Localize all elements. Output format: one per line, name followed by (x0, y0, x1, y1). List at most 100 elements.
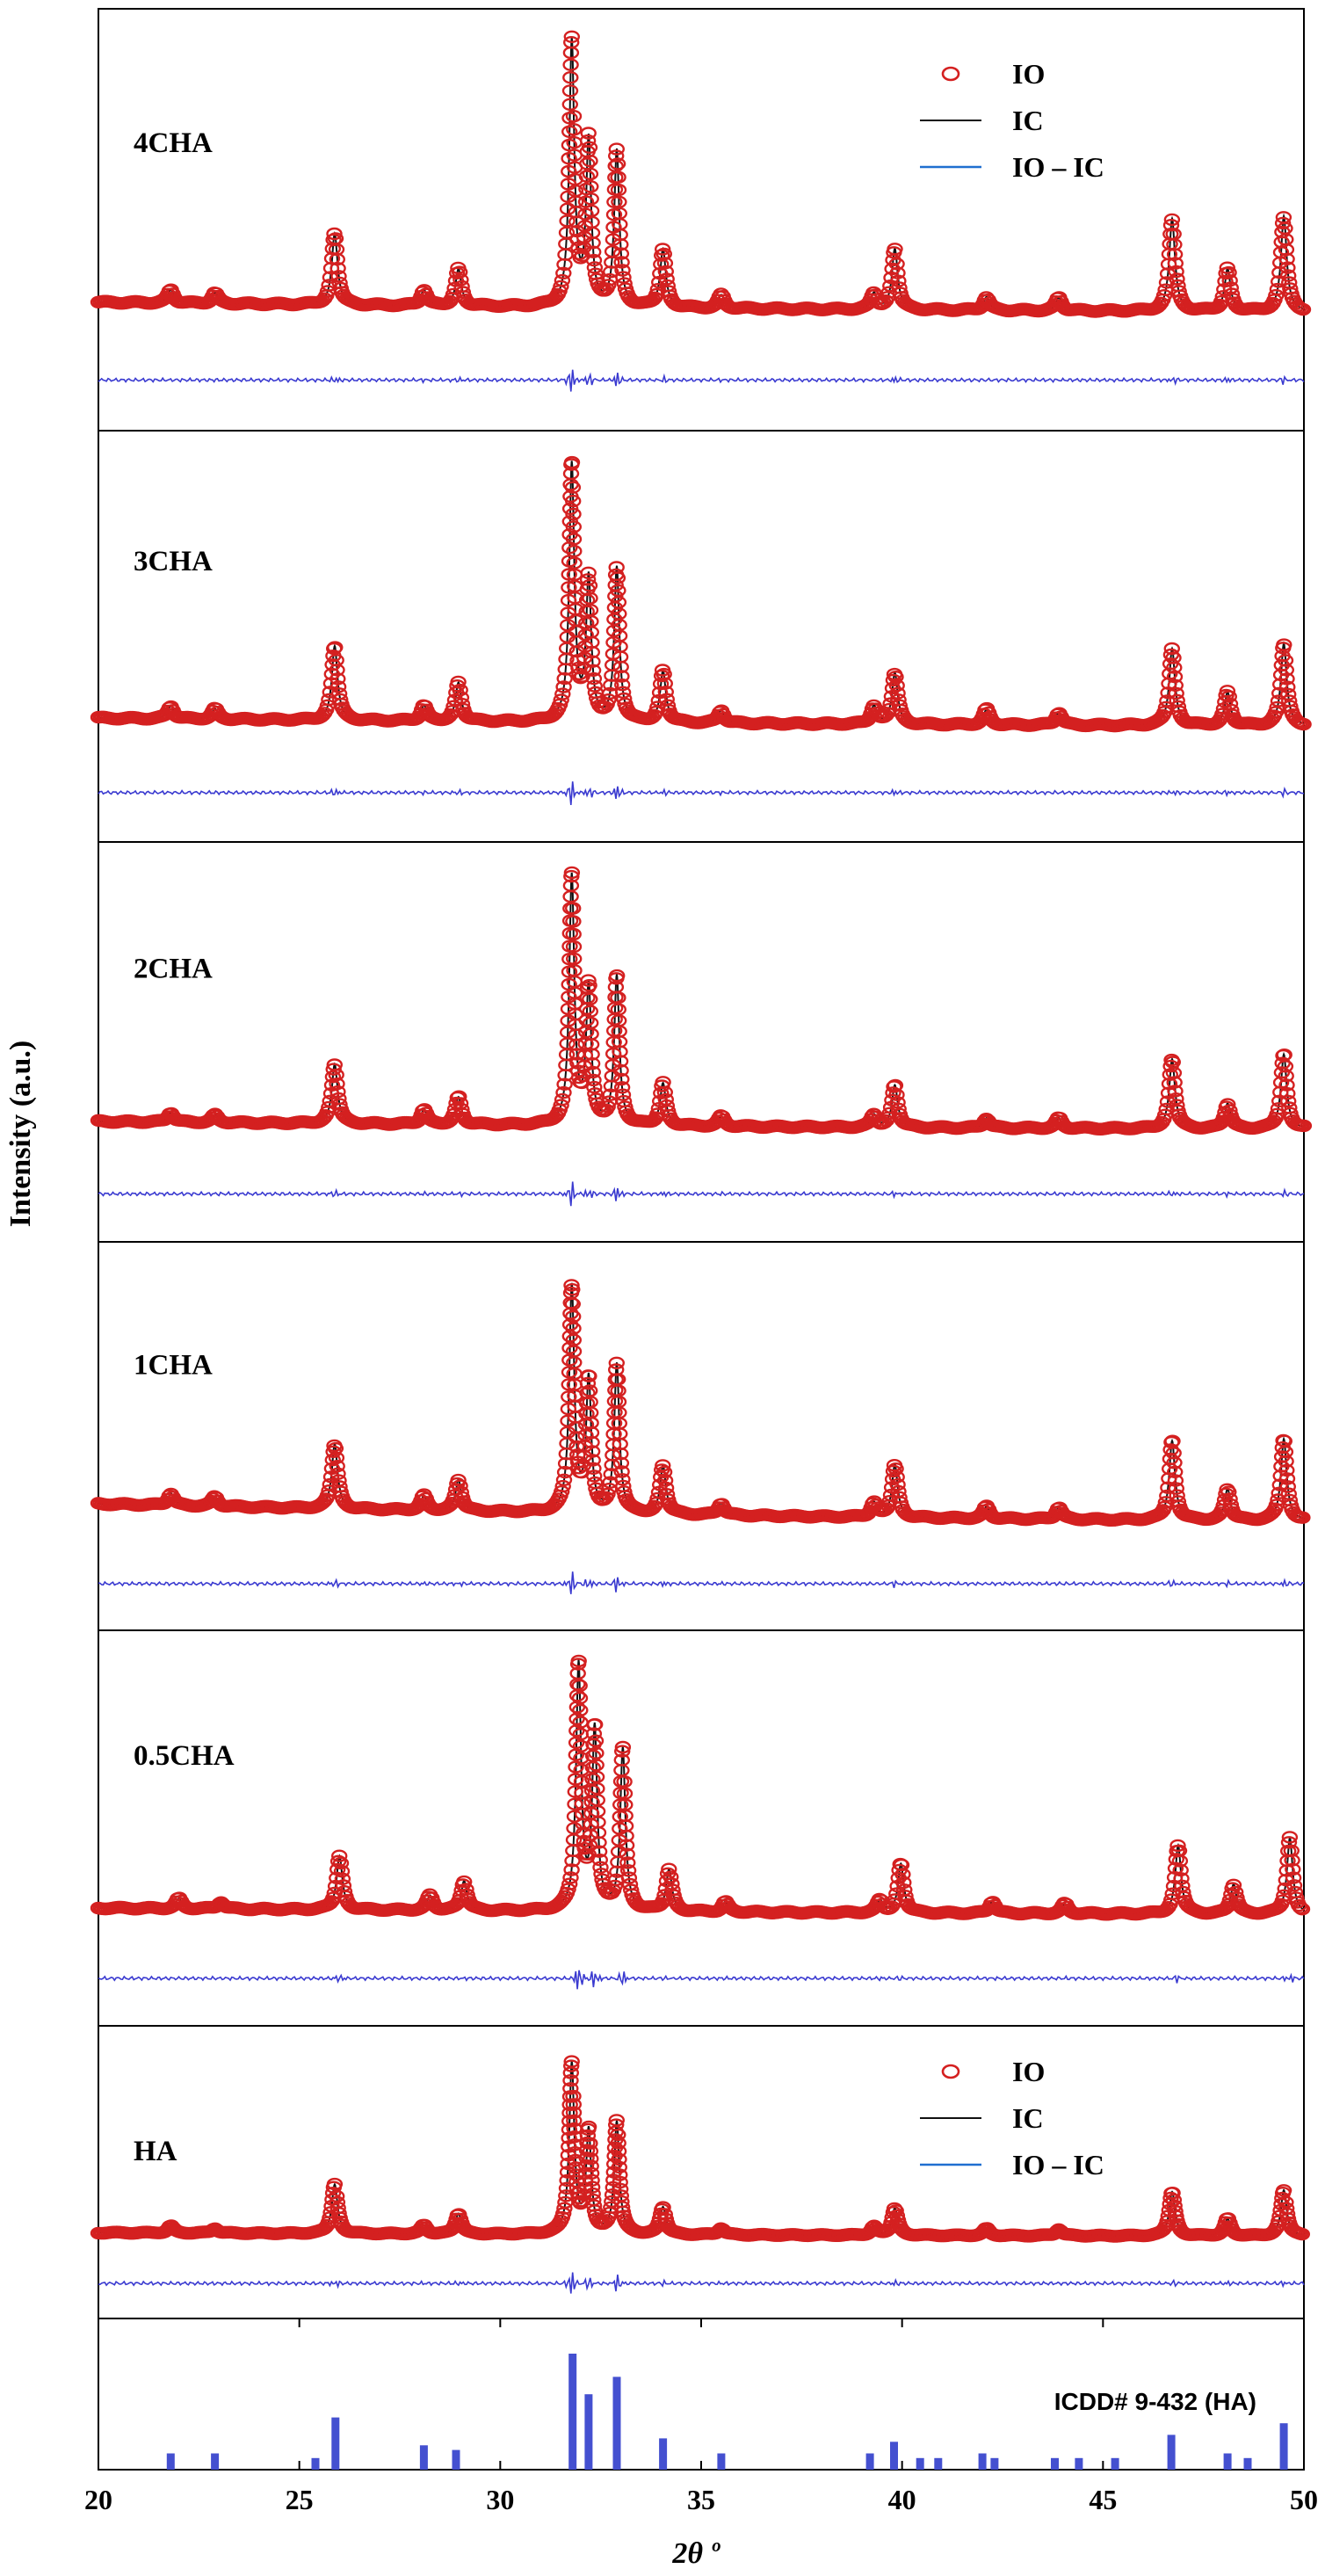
observed-point (1168, 265, 1184, 279)
panel-frame (98, 430, 1305, 843)
x-tick-label: 40 (888, 2484, 916, 2515)
observed-point (452, 265, 468, 279)
observed-point (329, 2189, 345, 2203)
observed-point (610, 2128, 626, 2142)
observed-point (1278, 1472, 1296, 1485)
observed-point (600, 279, 617, 292)
observed-point (889, 686, 906, 700)
observed-point (580, 2120, 597, 2134)
observed-point (580, 974, 597, 987)
observed-point (329, 1077, 345, 1091)
observed-point (453, 1102, 470, 1116)
observed-point (565, 902, 582, 915)
observed-point (453, 273, 469, 287)
observed-point (657, 265, 674, 279)
observed-point (1279, 1480, 1297, 1493)
observed-point (567, 2145, 583, 2159)
legend-entry: IO (1012, 2056, 1045, 2087)
observed-point (582, 992, 598, 1006)
observed-point (1171, 1854, 1189, 1868)
observed-point (619, 1856, 636, 1869)
observed-point (581, 579, 598, 592)
observed-point (565, 1322, 582, 1335)
observed-point (655, 667, 672, 681)
observed-point (657, 686, 674, 699)
observed-point (553, 693, 569, 707)
observed-point (888, 1887, 905, 1900)
panel-3CHA: 3CHA (90, 430, 1312, 843)
observed-point (612, 2175, 628, 2189)
observed-point (1293, 2227, 1311, 2241)
calculated-curve-HA (98, 2061, 1305, 2237)
observed-point (1279, 269, 1297, 282)
observed-point (618, 1829, 634, 1843)
observed-point (613, 2201, 631, 2214)
observed-point (1220, 265, 1237, 279)
observed-point (585, 1462, 602, 1476)
observed-point (654, 249, 670, 262)
reference-bar (717, 2453, 726, 2470)
legend-entry: IC (1012, 2102, 1044, 2134)
reference-bar (1111, 2457, 1119, 2470)
observed-point (555, 1085, 572, 1099)
observed-point (561, 1341, 578, 1354)
observed-point (590, 1836, 607, 1849)
observed-point (608, 2114, 625, 2127)
observed-point (582, 2144, 599, 2158)
observed-point (565, 109, 583, 123)
observed-point (1278, 1463, 1295, 1477)
observed-point (583, 1048, 600, 1061)
x-tick-label: 50 (1290, 2484, 1318, 2515)
observed-point (608, 149, 625, 163)
observed-point (581, 141, 598, 155)
observed-points-2CHA (90, 866, 1313, 1136)
observed-point (1274, 216, 1292, 230)
panel-frame (98, 1241, 1305, 1631)
observed-point (649, 1107, 666, 1121)
legend-observed-marker (941, 2064, 960, 2079)
observed-point (568, 1431, 585, 1444)
reference-bar (1279, 2423, 1288, 2470)
observed-point (612, 660, 629, 674)
reference-bar (1223, 2453, 1232, 2470)
observed-point (553, 1099, 569, 1112)
observed-point (451, 2208, 467, 2221)
observed-point (583, 2181, 601, 2194)
observed-point (561, 568, 577, 581)
observed-point (653, 669, 670, 683)
reference-bar (1167, 2435, 1176, 2470)
observed-point (1281, 1831, 1299, 1844)
observed-point (610, 990, 626, 1005)
observed-point (888, 1088, 905, 1101)
difference-curve-0.5CHA (98, 1970, 1305, 1990)
observed-point (619, 1864, 637, 1877)
observed-point (565, 2098, 582, 2111)
observed-point (608, 142, 625, 156)
observed-point (1278, 672, 1295, 686)
observed-point (583, 1445, 601, 1458)
observed-point (562, 2082, 579, 2095)
observed-point (1167, 1085, 1184, 1098)
observed-point (333, 1864, 351, 1878)
observed-point (610, 183, 627, 197)
observed-point (608, 1356, 625, 1370)
observed-point (329, 1459, 345, 1473)
observed-point (891, 699, 908, 712)
x-tick-label: 45 (1089, 2484, 1117, 2515)
observed-point (584, 2187, 601, 2201)
observed-point (604, 244, 621, 258)
panel-4CHA: 4CHA IO IC IO – IC (90, 8, 1312, 432)
observed-point (655, 1465, 673, 1479)
observed-point (556, 1465, 574, 1479)
observed-point (1273, 1066, 1291, 1079)
observed-point (566, 2114, 583, 2128)
observed-point (656, 1474, 674, 1487)
observed-point (1278, 1069, 1294, 1083)
observed-point (614, 1740, 632, 1754)
observed-point (1269, 282, 1286, 296)
reference-bar (1051, 2457, 1059, 2470)
observed-point (554, 1479, 571, 1493)
observed-point (560, 1883, 576, 1896)
observed-point (1280, 1487, 1298, 1500)
